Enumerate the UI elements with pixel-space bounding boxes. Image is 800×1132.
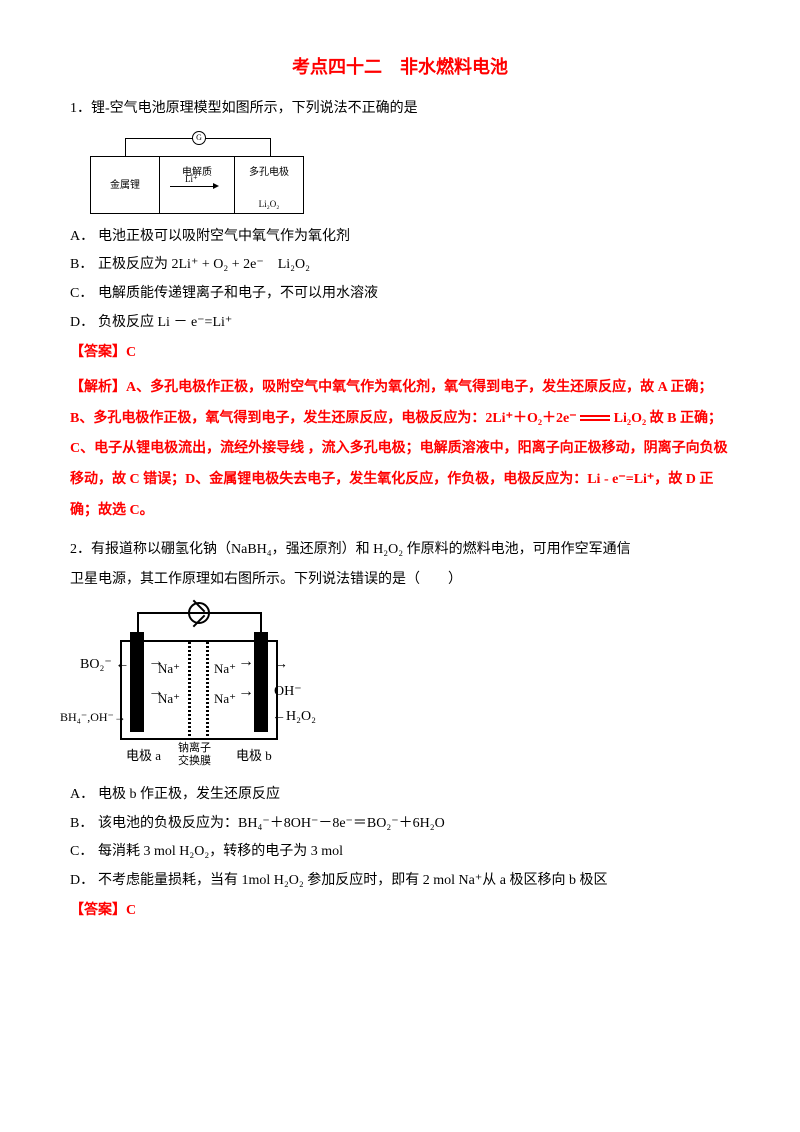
q1-diagram: G 金属锂 电解质 Li⁺ 多孔电极 Li₂O₂ bbox=[90, 131, 305, 216]
electrode-a bbox=[130, 632, 144, 732]
bo2-label: BO₂⁻ ← bbox=[80, 652, 129, 679]
q2-diagram: Na⁺ Na⁺ Na⁺ Na⁺ → → → → BO₂⁻ ← → OH⁻ BH₄… bbox=[82, 602, 312, 772]
diagram-right-box: 多孔电极 Li₂O₂ bbox=[234, 156, 304, 214]
q1-option-a: A．电池正极可以吸附空气中氧气作为氧化剂 bbox=[70, 224, 730, 251]
h2o2-label: ←H₂O₂ bbox=[272, 704, 316, 731]
q2-option-b: B．该电池的负极反应为：BH₄⁻＋8OH⁻－8e⁻＝BO₂⁻＋6H₂O bbox=[70, 811, 730, 838]
oh-label: → OH⁻ bbox=[274, 652, 312, 705]
page-title: 考点四十二 非水燃料电池 bbox=[70, 50, 730, 84]
q1-option-c: C．电解质能传递锂离子和电子，不可以用水溶液 bbox=[70, 281, 730, 308]
q2-option-c: C．每消耗 3 mol H₂O₂，转移的电子为 3 mol bbox=[70, 839, 730, 866]
q2-option-d: D．不考虑能量损耗，当有 1mol H₂O₂ 参加反应时，即有 2 mol Na… bbox=[70, 868, 730, 895]
q2-option-a: A．电极 b 作正极，发生还原反应 bbox=[70, 782, 730, 809]
electrode-b-label: 电极 b bbox=[236, 744, 272, 769]
q1-option-b: B．正极反应为 2Li⁺ + O₂ + 2e⁻ Li₂O₂ bbox=[70, 252, 730, 279]
membrane-label: 钠离子 交换膜 bbox=[178, 742, 211, 768]
q2-stem-line2: 卫星电源，其工作原理如右图所示。下列说法错误的是（ ） bbox=[70, 567, 730, 594]
q1-option-d: D．负极反应 Li － e⁻=Li⁺ bbox=[70, 310, 730, 337]
electrode-b bbox=[254, 632, 268, 732]
q1-answer: 【答案】C bbox=[70, 340, 730, 367]
q2-stem-line1: 2．有报道称以硼氢化钠（NaBH₄，强还原剂）和 H₂O₂ 作原料的燃料电池，可… bbox=[70, 537, 730, 564]
meter-icon: G bbox=[192, 131, 206, 145]
bh4-label: BH₄⁻,OH⁻→ bbox=[60, 706, 126, 729]
q2-answer: 【答案】C bbox=[70, 898, 730, 925]
q1-analysis: 【解析】A、多孔电极作正极，吸附空气中氧气作为氧化剂，氧气得到电子，发生还原反应… bbox=[70, 373, 730, 527]
q1-stem: 1．锂-空气电池原理模型如图所示，下列说法不正确的是 bbox=[70, 96, 730, 123]
electrode-a-label: 电极 a bbox=[126, 744, 161, 769]
diagram-left-box: 金属锂 bbox=[90, 156, 160, 214]
